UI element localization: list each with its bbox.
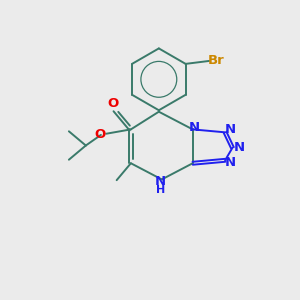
- Text: N: N: [189, 121, 200, 134]
- Text: O: O: [94, 128, 105, 141]
- Text: O: O: [108, 97, 119, 110]
- Text: N: N: [155, 175, 166, 188]
- Text: Br: Br: [208, 54, 224, 68]
- Text: N: N: [225, 156, 236, 169]
- Text: H: H: [156, 185, 165, 195]
- Text: N: N: [225, 124, 236, 136]
- Text: N: N: [233, 141, 244, 154]
